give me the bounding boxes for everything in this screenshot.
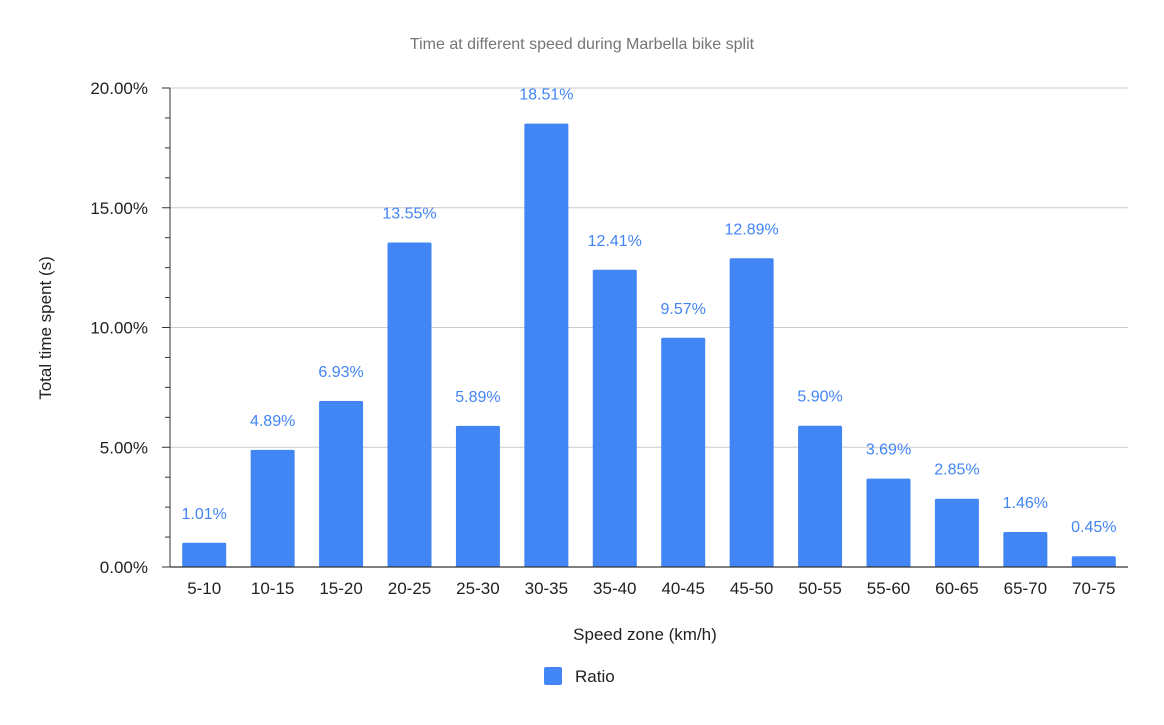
y-tick-label: 5.00%	[100, 438, 148, 457]
data-label-60-65: 2.85%	[934, 462, 979, 479]
y-axis-label: Total time spent (s)	[36, 256, 55, 400]
x-tick-label-10-15: 10-15	[251, 579, 294, 598]
bar-25-30	[455, 425, 500, 567]
legend: Ratio	[544, 667, 615, 686]
y-tick-label: 20.00%	[90, 79, 148, 98]
x-tick-label-60-65: 60-65	[935, 579, 978, 598]
y-axis-tick-labels: 0.00% 5.00% 10.00% 15.00% 20.00%	[90, 79, 148, 577]
x-axis-label: Speed zone (km/h)	[573, 625, 717, 644]
data-labels: 1.01% 4.89% 6.93% 13.55% 5.89% 18.51% 12.41% 9.…	[182, 87, 1117, 537]
x-tick-label-45-50: 45-50	[730, 579, 773, 598]
data-label-5-10: 1.01%	[182, 506, 227, 523]
bar-45-50	[729, 258, 774, 567]
x-tick-label-5-10: 5-10	[187, 579, 221, 598]
bar-55-60	[866, 478, 911, 567]
bar-5-10	[182, 542, 227, 567]
gridlines	[170, 87, 1128, 448]
bar-40-45	[661, 337, 706, 567]
data-label-50-55: 5.90%	[797, 389, 842, 406]
data-label-25-30: 5.89%	[455, 389, 500, 406]
data-label-30-35: 18.51%	[519, 87, 573, 104]
data-label-65-70: 1.46%	[1003, 495, 1048, 512]
bars	[182, 123, 1116, 568]
bar-15-20	[319, 401, 364, 567]
legend-label-ratio: Ratio	[575, 667, 615, 686]
x-axis-tick-labels: 5-10 10-15 15-20 20-25 25-30 30-35 35-40 40-45 4…	[187, 579, 1115, 598]
legend-swatch-ratio	[544, 667, 562, 685]
data-label-15-20: 6.93%	[318, 364, 363, 381]
data-label-10-15: 4.89%	[250, 413, 295, 430]
bar-35-40	[592, 269, 637, 567]
bar-70-75	[1071, 556, 1116, 567]
data-label-55-60: 3.69%	[866, 442, 911, 459]
bar-60-65	[934, 498, 979, 567]
bar-30-35	[524, 123, 569, 568]
data-label-40-45: 9.57%	[661, 301, 706, 318]
data-label-35-40: 12.41%	[588, 233, 642, 250]
y-tick-label: 15.00%	[90, 199, 148, 218]
x-tick-label-15-20: 15-20	[319, 579, 362, 598]
x-tick-label-35-40: 35-40	[593, 579, 636, 598]
bar-65-70	[1003, 532, 1048, 567]
x-tick-label-65-70: 65-70	[1004, 579, 1047, 598]
y-axis-minor-ticks	[162, 87, 170, 568]
data-label-45-50: 12.89%	[725, 221, 779, 238]
x-tick-label-55-60: 55-60	[867, 579, 910, 598]
x-tick-label-70-75: 70-75	[1072, 579, 1115, 598]
x-tick-label-20-25: 20-25	[388, 579, 431, 598]
bar-20-25	[387, 242, 432, 568]
data-label-20-25: 13.55%	[382, 205, 436, 222]
x-tick-label-40-45: 40-45	[661, 579, 704, 598]
bar-50-55	[798, 425, 843, 567]
x-tick-label-25-30: 25-30	[456, 579, 499, 598]
bar-10-15	[250, 449, 295, 567]
x-tick-label-30-35: 30-35	[525, 579, 568, 598]
x-tick-label-50-55: 50-55	[798, 579, 841, 598]
y-tick-label: 0.00%	[100, 558, 148, 577]
data-label-70-75: 0.45%	[1071, 519, 1116, 536]
y-tick-label: 10.00%	[90, 319, 148, 338]
chart-title: Time at different speed during Marbella …	[410, 36, 755, 53]
